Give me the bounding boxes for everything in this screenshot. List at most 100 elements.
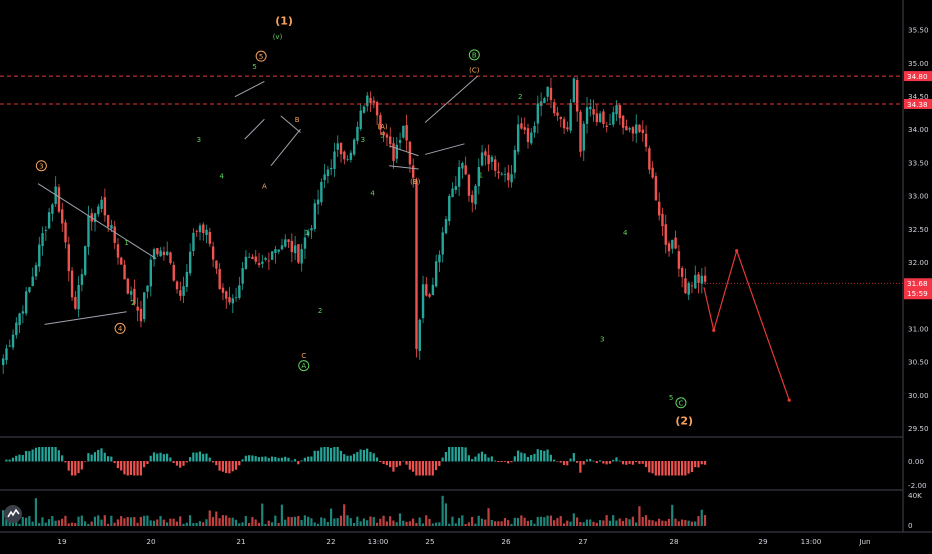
volume-bar bbox=[346, 515, 349, 526]
candle bbox=[605, 125, 608, 127]
wave-label: 5 bbox=[252, 63, 256, 71]
oscillator-bar bbox=[539, 450, 543, 462]
resistance-tag bbox=[904, 98, 932, 109]
candle bbox=[382, 131, 385, 136]
candle bbox=[621, 115, 625, 128]
oscillator-bar bbox=[5, 459, 8, 462]
wave-label: 3 bbox=[39, 162, 43, 170]
volume-bar bbox=[198, 521, 201, 526]
candle bbox=[18, 313, 21, 326]
candle bbox=[487, 154, 490, 165]
candle bbox=[536, 103, 540, 124]
oscillator-bar bbox=[694, 461, 697, 468]
candle bbox=[615, 105, 618, 115]
candle bbox=[412, 165, 415, 178]
trend-line bbox=[388, 165, 419, 170]
oscillator-bar bbox=[326, 447, 329, 462]
candle bbox=[595, 113, 599, 123]
oscillator-bar bbox=[175, 461, 179, 466]
volume-bar bbox=[500, 521, 503, 526]
wave-label: (v) bbox=[273, 33, 283, 41]
candle bbox=[113, 226, 116, 243]
wave-label: 3 bbox=[197, 136, 201, 144]
oscillator-bar bbox=[54, 447, 57, 462]
volume-bar bbox=[143, 515, 146, 526]
candle bbox=[700, 275, 704, 284]
wave-label: 3 bbox=[600, 335, 604, 343]
price-tick-label: 35.00 bbox=[908, 59, 929, 68]
candle bbox=[41, 233, 44, 247]
oscillator-bar bbox=[569, 458, 572, 462]
volume-bar bbox=[182, 523, 185, 526]
wave-label: (1) bbox=[275, 15, 293, 28]
oscillator-bar bbox=[553, 459, 556, 462]
candle bbox=[510, 174, 513, 183]
volume-bar bbox=[697, 516, 700, 526]
candle bbox=[241, 268, 244, 284]
oscillator-bar bbox=[389, 461, 392, 468]
oscillator-bar bbox=[677, 461, 680, 476]
volume-bar bbox=[549, 515, 552, 526]
volume-bar bbox=[218, 518, 221, 526]
volume-bar bbox=[418, 517, 421, 526]
oscillator-bar bbox=[70, 461, 74, 476]
volume-bar bbox=[133, 517, 136, 526]
oscillator-bar bbox=[530, 455, 533, 462]
oscillator-bar bbox=[100, 448, 103, 462]
volume-bar bbox=[90, 521, 93, 526]
oscillator-bar bbox=[323, 447, 326, 462]
oscillator-bar bbox=[47, 447, 51, 462]
logo[interactable] bbox=[4, 505, 22, 523]
volume-bar bbox=[605, 515, 608, 526]
candle bbox=[454, 186, 458, 190]
volume-bar bbox=[523, 517, 526, 526]
candle bbox=[218, 268, 221, 290]
oscillator-bar bbox=[238, 461, 241, 466]
volume-tick-label: 0 bbox=[908, 521, 913, 530]
volume-bar bbox=[280, 504, 283, 526]
candle bbox=[172, 264, 175, 281]
wave-label: A bbox=[262, 183, 267, 191]
volume-bar bbox=[412, 518, 415, 526]
candle bbox=[28, 287, 31, 292]
candle bbox=[451, 188, 454, 198]
volume-bar bbox=[123, 518, 126, 526]
wave-label-circle bbox=[675, 397, 687, 409]
candle bbox=[231, 298, 234, 304]
candle bbox=[392, 143, 395, 161]
candle bbox=[441, 232, 444, 255]
candle bbox=[326, 169, 330, 176]
candle bbox=[47, 212, 51, 229]
oscillator-bar bbox=[471, 459, 474, 462]
oscillator-bar bbox=[248, 455, 251, 462]
volume-bar bbox=[405, 521, 408, 526]
candle bbox=[503, 174, 507, 175]
oscillator-bar bbox=[484, 454, 487, 462]
oscillator-bar bbox=[585, 459, 589, 462]
candle bbox=[576, 80, 579, 112]
candle bbox=[405, 125, 408, 141]
oscillator-bar bbox=[90, 454, 93, 462]
oscillator-bar bbox=[658, 461, 661, 476]
volume-bar bbox=[257, 522, 261, 526]
oscillator-bar bbox=[313, 450, 316, 462]
candle bbox=[467, 174, 471, 196]
volume-bar bbox=[152, 520, 156, 526]
wave-label: 2 bbox=[131, 299, 135, 307]
volume-bar bbox=[487, 508, 490, 526]
oscillator-bar bbox=[195, 452, 198, 462]
oscillator-bar bbox=[225, 461, 228, 474]
oscillator-bar bbox=[703, 461, 707, 465]
oscillator-bar bbox=[648, 461, 651, 473]
volume-bar bbox=[402, 520, 405, 526]
trend-line bbox=[388, 145, 419, 157]
candle bbox=[356, 126, 359, 141]
volume-bar bbox=[61, 518, 64, 526]
volume-bar bbox=[644, 515, 648, 526]
volume-bar bbox=[248, 523, 251, 526]
volume-bar bbox=[297, 516, 300, 526]
wave-label: 4 bbox=[623, 229, 628, 237]
candle bbox=[152, 249, 156, 260]
oscillator-bar bbox=[477, 453, 480, 462]
